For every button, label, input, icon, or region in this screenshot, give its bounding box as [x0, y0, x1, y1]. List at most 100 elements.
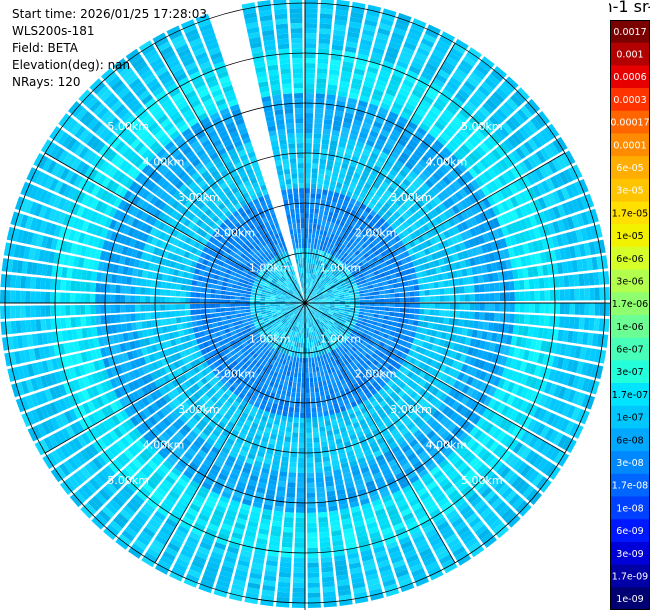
ppi-gate — [378, 185, 387, 194]
ppi-gate — [385, 275, 392, 281]
ppi-gate — [308, 352, 311, 358]
ppi-gate — [324, 415, 330, 422]
ppi-gate — [378, 268, 385, 274]
ppi-gate — [539, 129, 551, 143]
ppi-gate — [307, 283, 309, 289]
ppi-gate — [373, 42, 387, 51]
ppi-gate — [345, 235, 352, 242]
ppi-gate — [328, 310, 334, 314]
ppi-gate — [551, 356, 560, 368]
ppi-gate — [438, 150, 449, 161]
ppi-gate — [295, 402, 300, 408]
ppi-gate — [305, 223, 309, 229]
ppi-gate — [317, 183, 323, 190]
ppi-gate — [305, 253, 308, 259]
ppi-gate — [279, 379, 285, 386]
ppi-gate — [468, 167, 478, 178]
ppi-gate — [294, 367, 299, 373]
ppi-gate — [344, 46, 357, 54]
ppi-gate — [349, 87, 360, 95]
ppi-gate — [463, 319, 470, 328]
ppi-gate — [363, 262, 370, 268]
ppi-gate — [508, 346, 516, 357]
ppi-gate — [466, 267, 473, 276]
ppi-gate — [552, 139, 564, 154]
ppi-gate — [569, 345, 577, 358]
ppi-gate — [403, 41, 417, 51]
ppi-gate — [443, 340, 450, 349]
ppi-gate — [348, 165, 356, 172]
ppi-gate — [347, 31, 360, 39]
ppi-gate — [567, 374, 576, 388]
ppi-gate — [378, 106, 389, 115]
ppi-gate — [548, 368, 557, 382]
ppi-gate — [349, 292, 355, 296]
ppi-gate — [324, 297, 330, 300]
ppi-gate — [464, 259, 471, 268]
ppi-gate — [329, 261, 335, 267]
ppi-gate — [336, 100, 346, 107]
ppi-gate — [451, 235, 459, 245]
ppi-gate — [444, 186, 454, 196]
ppi-gate — [529, 254, 537, 265]
ppi-gate — [358, 314, 364, 318]
ppi-gate — [300, 347, 303, 353]
ppi-gate — [523, 141, 535, 154]
ppi-gate — [305, 347, 308, 353]
ppi-gate — [332, 39, 344, 46]
ppi-gate — [352, 73, 364, 81]
ppi-gate — [296, 387, 301, 393]
ppi-gate — [406, 218, 414, 226]
ppi-gate — [374, 306, 380, 311]
ppi-gate — [307, 293, 310, 299]
ppi-gate — [442, 60, 456, 71]
ppi-gate — [566, 200, 576, 214]
ppi-gate — [400, 204, 409, 212]
ppi-gate — [291, 437, 298, 443]
ppi-gate — [462, 104, 474, 116]
ppi-gate — [420, 71, 433, 81]
ppi-gate — [501, 122, 514, 135]
ppi-gate — [594, 287, 600, 301]
ppi-gate — [449, 303, 455, 310]
ppi-gate — [464, 170, 474, 181]
ppi-gate — [313, 351, 317, 358]
ppi-gate — [352, 119, 363, 127]
ppi-gate — [397, 156, 407, 165]
ppi-gate — [518, 126, 530, 140]
ppi-gate — [376, 253, 383, 260]
ppi-gate — [351, 124, 361, 132]
ppi-gate — [435, 251, 443, 259]
ppi-gate — [307, 258, 310, 264]
ppi-gate — [484, 341, 491, 351]
ppi-gate — [484, 77, 498, 90]
ppi-gate — [471, 93, 484, 105]
ppi-gate — [482, 102, 495, 114]
ppi-gate — [488, 283, 495, 292]
ppi-gate — [385, 259, 392, 266]
ppi-gate — [439, 295, 445, 302]
ppi-gate — [353, 313, 359, 317]
ppi-gate — [321, 219, 327, 226]
ppi-gate — [469, 205, 478, 216]
ppi-gate — [332, 251, 338, 257]
ppi-gate — [579, 288, 585, 301]
ppi-gate — [525, 173, 536, 186]
ppi-gate — [345, 262, 352, 268]
ppi-gate — [344, 300, 350, 303]
ppi-gate — [309, 304, 315, 307]
ppi-gate — [418, 226, 426, 235]
ppi-gate — [406, 70, 419, 80]
ppi-gate — [462, 55, 477, 67]
ppi-gate — [604, 303, 610, 317]
ppi-gate — [438, 339, 446, 347]
ppi-gate — [457, 344, 465, 353]
ppi-gate — [318, 284, 323, 289]
ppi-gate — [416, 145, 427, 155]
ppi-gate — [323, 123, 332, 130]
ppi-gate — [313, 258, 317, 265]
ppi-gate — [299, 432, 305, 438]
ppi-gate — [446, 158, 457, 168]
ppi-gate — [339, 296, 345, 300]
ppi-gate — [479, 303, 485, 311]
